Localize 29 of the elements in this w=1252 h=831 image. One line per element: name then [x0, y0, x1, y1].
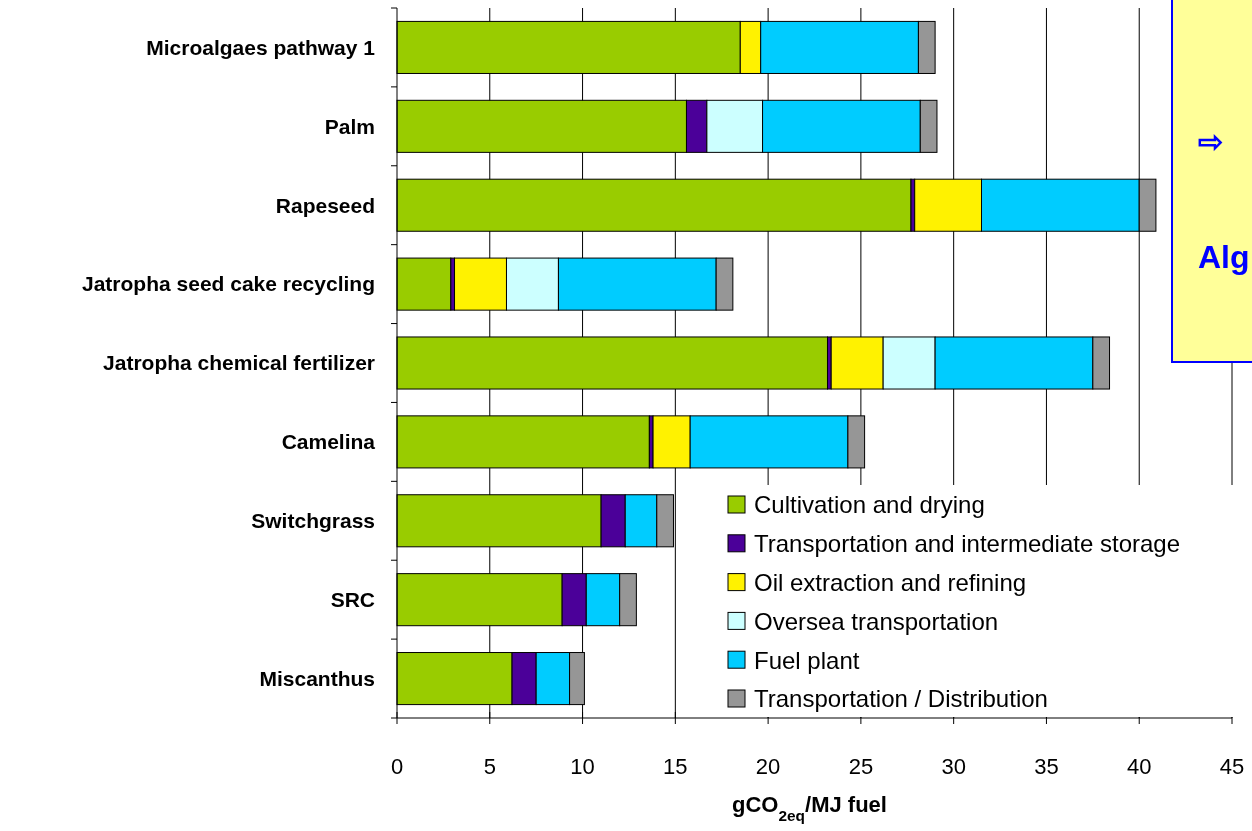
legend-label: Oversea transportation — [754, 607, 999, 635]
y-tick-label: Microalgaes pathway 1 — [146, 35, 376, 59]
legend-label: Transportation / Distribution — [754, 685, 1048, 713]
x-tick-label: 30 — [941, 754, 966, 779]
x-tick-label: 20 — [755, 754, 781, 779]
note-box: ⇨ Alg — [1171, 0, 1252, 363]
y-tick-label: Switchgrass — [251, 509, 375, 533]
x-tick-label: 25 — [848, 754, 874, 779]
x-tick-label: 15 — [663, 754, 688, 779]
x-tick-label: 0 — [390, 754, 404, 779]
y-tick-label: Camelina — [281, 430, 376, 454]
x-tick-label: 40 — [1126, 754, 1152, 779]
annotation: Alg — [1198, 239, 1250, 275]
y-tick-label: Rapeseed — [275, 193, 375, 217]
x-tick-label: 35 — [1034, 754, 1059, 779]
legend-label: Oil extraction and refining — [754, 569, 1027, 596]
legend-label: Cultivation and drying — [754, 491, 985, 519]
y-tick-label: SRC — [330, 588, 375, 612]
x-axis-title: gCO$_{2eq}$/MJ fuel — [732, 792, 887, 824]
y-tick-label: Jatropha seed cake recycling — [82, 272, 375, 296]
x-tick-label: 45 — [1219, 754, 1245, 779]
annotation: ⇨ — [1198, 125, 1223, 158]
legend-label: Transportation and intermediate storage — [754, 530, 1181, 558]
y-tick-label: Miscanthus — [259, 666, 375, 690]
x-tick-label: 5 — [483, 754, 496, 779]
y-tick-label: Jatropha chemical fertilizer — [103, 351, 375, 375]
y-tick-label: Palm — [324, 114, 375, 138]
legend-label: Fuel plant — [754, 646, 860, 674]
x-tick-label: 10 — [570, 754, 595, 779]
